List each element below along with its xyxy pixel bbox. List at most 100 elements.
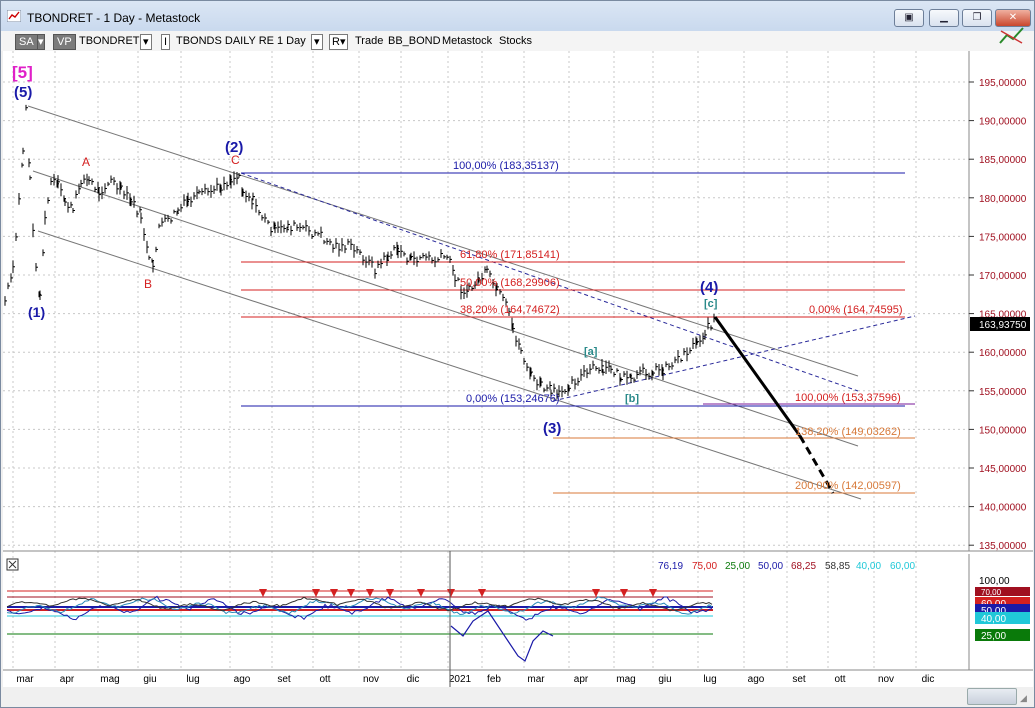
fib-label-100: 100,00% (183,35137) [453, 160, 559, 172]
time-tick-label: lug [186, 674, 199, 685]
info-button[interactable]: I [161, 34, 171, 50]
signal-arrow-icon [620, 589, 628, 597]
fib-lines [241, 172, 915, 494]
close-button[interactable]: ✕ [995, 9, 1031, 27]
dashed-trendline-lower [552, 315, 916, 402]
fib-label-1382: 138,20% (149,03262) [795, 426, 901, 438]
signal-arrow-icon [478, 589, 486, 597]
r-button-label: R [332, 36, 340, 48]
wave-label-4: (4) [700, 279, 718, 296]
fib-label-50: 50,00% (168,29906) [460, 277, 560, 289]
chart-app-icon [7, 10, 21, 22]
indicator-readout: 60,00 [890, 561, 915, 572]
signal-arrow-icon [592, 589, 600, 597]
indicator-readout: 68,25 [791, 561, 816, 572]
time-tick-label: giu [143, 674, 156, 685]
projection-dashed-line [798, 435, 835, 494]
period-label: 1 Day [277, 35, 306, 47]
sa-dropdown-icon[interactable]: ▾ [37, 34, 45, 50]
time-axis: mar apr mag giu lug ago set ott nov dic 2021 feb mar… [16, 551, 934, 687]
signal-arrow-icon [447, 589, 455, 597]
time-tick-label: 2021 [449, 674, 472, 685]
signal-arrows [259, 589, 657, 597]
signal-arrow-icon [366, 589, 374, 597]
time-tick-label: ago [748, 674, 765, 685]
indicator-readout: 75,00 [692, 561, 717, 572]
price-tick-label: 180,00000 [979, 194, 1027, 205]
projection-line [713, 316, 802, 437]
last-price-tag [970, 317, 1030, 331]
indicator-tag [975, 629, 1030, 641]
signal-arrow-icon [330, 589, 338, 597]
time-tick-label: nov [878, 674, 894, 685]
time-tick-label: ott [319, 674, 330, 685]
indicator-tag-label: 70,00 [981, 588, 1002, 597]
sa-button[interactable]: SA [15, 34, 38, 50]
wave-label-2: (2) [225, 139, 243, 156]
time-tick-label: set [277, 674, 291, 685]
indicator-dip-line [450, 610, 554, 662]
signal-arrow-icon [417, 589, 425, 597]
trend-tool-icon[interactable] [998, 25, 1026, 47]
fib-label-100-right: 100,00% (153,37596) [795, 392, 901, 404]
time-tick-label: mag [100, 674, 119, 685]
indicator-readouts: 76,19 75,00 25,00 50,00 68,25 58,85 40,00 60,00 [658, 561, 915, 572]
symbol-dropdown-icon[interactable]: ▾ [140, 34, 152, 50]
r-button[interactable]: R▾ [329, 34, 349, 50]
time-tick-label: apr [60, 674, 75, 685]
dashed-trendlines [240, 172, 916, 402]
signal-arrow-icon [347, 589, 355, 597]
source-label: Metastock [442, 35, 493, 47]
price-tick-label: 160,00000 [979, 348, 1027, 359]
indicator-axis-label: 100,00 [979, 576, 1010, 587]
wave-label-3: (3) [543, 420, 561, 437]
time-tick-label: lug [703, 674, 716, 685]
price-chart[interactable]: 100,00% (183,35137) 61,80% (171,85141) 5… [3, 51, 1033, 687]
price-tick-label: 175,00000 [979, 232, 1027, 243]
channel-lower-line [37, 230, 862, 500]
wave-label-a: A [82, 155, 90, 169]
price-tick-label: 170,00000 [979, 271, 1027, 282]
indicator-readout: 25,00 [725, 561, 750, 572]
horizontal-scrollbar-thumb[interactable] [967, 688, 1017, 705]
wave-label-1: (1) [28, 304, 45, 320]
title-bar: TBONDRET - 1 Day - Metastock ▣ ▁ ❐ ✕ [1, 1, 1034, 32]
wave-label-5-primary: [5] [12, 63, 33, 82]
period-dropdown-icon[interactable]: ▾ [311, 34, 323, 50]
security-name: TBONDS DAILY RE [176, 35, 275, 47]
chart-area[interactable]: 100,00% (183,35137) 61,80% (171,85141) 5… [3, 51, 1033, 687]
time-tick-label: nov [363, 674, 379, 685]
trade-button[interactable]: Trade [355, 35, 384, 47]
chart-options-button[interactable]: ▣ [894, 9, 924, 27]
restore-button[interactable]: ❐ [962, 9, 992, 27]
price-tick-label: 145,00000 [979, 464, 1027, 475]
signal-arrow-icon [386, 589, 394, 597]
indicator-tag-label: 40,00 [981, 614, 1006, 625]
indicator-readout: 40,00 [856, 561, 881, 572]
time-tick-label: feb [487, 674, 501, 685]
price-tick-label: 140,00000 [979, 503, 1027, 514]
wave-label-b: B [144, 277, 152, 291]
symbol-label: TBONDRET [79, 35, 140, 47]
indicator-axis: 100,0050,0025,0070,0060,0050,0040,0025,0… [975, 576, 1030, 642]
price-bars [4, 104, 716, 399]
time-tick-label: giu [658, 674, 671, 685]
time-tick-label: dic [407, 674, 420, 685]
indicator-line [6, 595, 713, 621]
price-axis: 195,00000 190,00000 185,00000 180,00000 175,… [969, 78, 1027, 552]
type-label: Stocks [499, 35, 533, 47]
price-tick-label: 135,00000 [979, 541, 1027, 552]
channel-upper-line [27, 105, 859, 377]
vp-button[interactable]: VP [53, 34, 76, 50]
resize-grip-icon[interactable]: ◢ [1020, 693, 1027, 703]
indicator-tag-70 [975, 587, 1030, 596]
minimize-button[interactable]: ▁ [929, 9, 959, 27]
wave-label-sub-a: [a] [584, 346, 598, 358]
fib-label-618: 61,80% (171,85141) [460, 249, 560, 261]
channel-middle-line [32, 170, 859, 447]
price-tick-label: 150,00000 [979, 425, 1027, 436]
window-title: TBONDRET - 1 Day - Metastock [27, 11, 201, 25]
indicator-line [6, 596, 713, 612]
time-tick-label: dic [922, 674, 935, 685]
